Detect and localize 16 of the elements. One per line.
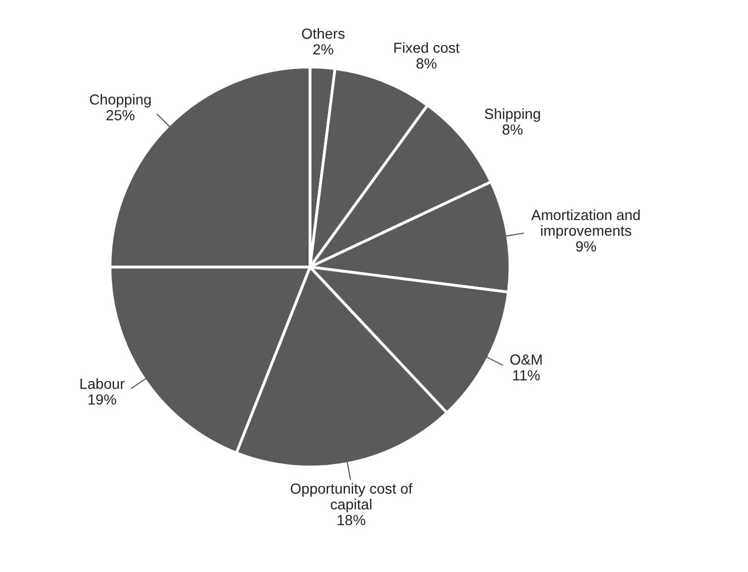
data-label: 8%	[416, 58, 436, 69]
slice-label: Chopping	[90, 94, 151, 108]
data-label: 2%	[313, 44, 334, 54]
slice-label: Shipping	[484, 108, 540, 122]
slice-label: Labour	[80, 378, 124, 389]
data-label: 11%	[513, 370, 540, 380]
data-label: 8%	[502, 124, 523, 135]
slice-label: Fixed cost	[394, 42, 460, 53]
slice-label: Amortization and improvements	[531, 209, 640, 239]
slice-label: Opportunity cost of capital	[290, 483, 412, 512]
slice-label: Others	[302, 28, 345, 39]
data-label: 9%	[576, 241, 596, 252]
slice-label: O&M	[510, 354, 542, 365]
data-label: 18%	[338, 514, 366, 526]
data-label: 25%	[106, 110, 134, 120]
data-label: 19%	[88, 394, 116, 405]
